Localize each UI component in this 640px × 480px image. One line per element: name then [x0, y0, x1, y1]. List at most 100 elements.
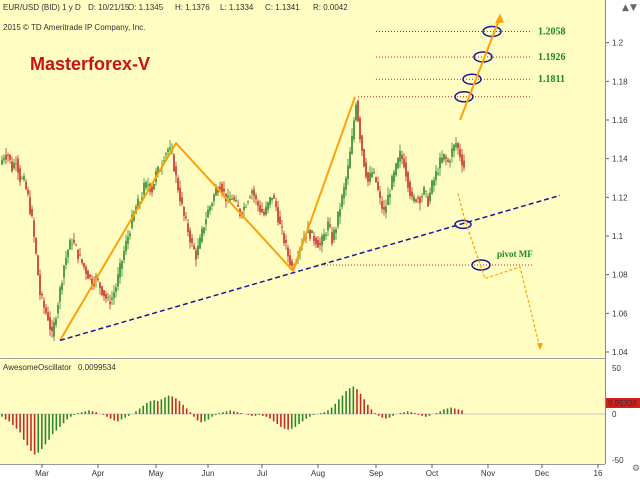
candle-body — [437, 172, 439, 175]
oscillator-panel[interactable] — [0, 360, 605, 464]
candle-body — [327, 221, 329, 231]
settings-icon[interactable]: ⚙ — [632, 464, 640, 474]
candle-body — [417, 197, 419, 199]
target-marker — [462, 73, 482, 85]
candle-body — [261, 208, 263, 213]
candle-body — [69, 240, 71, 250]
candle-body — [355, 104, 357, 120]
candle-body — [291, 261, 293, 266]
candle-body — [459, 149, 461, 158]
candle-body — [455, 143, 457, 148]
oscillator-tick-label: 0 — [612, 410, 617, 419]
candle-body — [337, 211, 339, 227]
candle-body — [435, 171, 437, 180]
candle-body — [263, 211, 265, 215]
candle-body — [409, 181, 411, 196]
header-low: L: 1.1334 — [220, 3, 254, 12]
candle-body — [343, 187, 345, 199]
candle-body — [41, 294, 43, 296]
zigzag-line — [59, 96, 356, 341]
arrow-up-icon[interactable]: ▲ — [622, 3, 629, 13]
candle-body — [383, 207, 385, 210]
candle-body — [79, 254, 81, 256]
candle-body — [109, 301, 111, 305]
trendline-marker — [454, 219, 472, 230]
candle-body — [63, 265, 65, 278]
candle-body — [51, 326, 53, 332]
header-close: C: 1.1341 — [265, 3, 300, 12]
candle-body — [251, 190, 253, 194]
candle-body — [313, 236, 315, 242]
candle-body — [323, 234, 325, 241]
oscillator-value-tag — [606, 398, 640, 408]
candle-body — [421, 196, 423, 198]
candle-body — [197, 245, 199, 256]
candle-body — [87, 270, 89, 279]
candle-body — [359, 118, 361, 140]
candle-body — [21, 177, 23, 179]
candle-body — [13, 162, 15, 169]
candle-body — [365, 162, 367, 177]
candle-body — [405, 162, 407, 177]
candle-body — [71, 243, 73, 245]
candle-body — [425, 190, 427, 192]
candle-body — [103, 290, 105, 297]
candle-body — [311, 230, 313, 234]
pivot-marker — [471, 259, 491, 271]
header-date: D: 10/21/15 — [88, 3, 130, 12]
candle-body — [169, 147, 171, 149]
candle-body — [15, 163, 17, 165]
candle-body — [283, 233, 285, 244]
candle-body — [113, 292, 115, 298]
candle-body — [165, 153, 167, 155]
candle-body — [117, 274, 119, 287]
candle-body — [373, 172, 375, 173]
candle-body — [401, 154, 403, 159]
candle-body — [25, 181, 27, 190]
candle-body — [17, 158, 19, 173]
x-tick-label: 16 — [594, 469, 603, 478]
candle-body — [35, 237, 37, 254]
candle-body — [125, 240, 127, 252]
candle-body — [375, 177, 377, 183]
candle-body — [3, 157, 5, 160]
candle-body — [29, 197, 31, 214]
price-panel[interactable] — [0, 0, 605, 357]
pivot-label: pivot MF — [497, 249, 533, 259]
y-tick-label: 1.06 — [612, 309, 628, 318]
y-tick-label: 1.04 — [612, 348, 628, 357]
candle-body — [91, 278, 93, 287]
candle-body — [287, 247, 289, 257]
candle-body — [199, 237, 201, 249]
candle-body — [27, 189, 29, 195]
candle-body — [219, 186, 221, 190]
candle-body — [255, 195, 257, 200]
candle-body — [203, 227, 205, 234]
candle-body — [99, 282, 101, 288]
candle-body — [49, 317, 51, 330]
candle-body — [237, 205, 239, 207]
candle-body — [315, 237, 317, 245]
candle-body — [345, 178, 347, 190]
candle-body — [209, 206, 211, 211]
candle-body — [131, 214, 133, 229]
candle-body — [33, 220, 35, 237]
candle-body — [249, 197, 251, 199]
x-tick-label: Jun — [202, 469, 215, 478]
candle-body — [463, 160, 465, 168]
candle-body — [173, 154, 175, 172]
candle-body — [275, 201, 277, 208]
candle-body — [191, 237, 193, 243]
projection-down-arrowhead — [537, 343, 543, 351]
candle-body — [61, 283, 63, 291]
candle-body — [289, 255, 291, 265]
candle-body — [157, 166, 159, 175]
candle-body — [217, 189, 219, 193]
arrow-down-icon[interactable]: ▼ — [630, 3, 637, 13]
candle-body — [65, 257, 67, 265]
candle-body — [73, 239, 75, 243]
y-tick-label: 1.08 — [612, 271, 628, 280]
candle-body — [31, 208, 33, 217]
candle-body — [377, 181, 379, 190]
